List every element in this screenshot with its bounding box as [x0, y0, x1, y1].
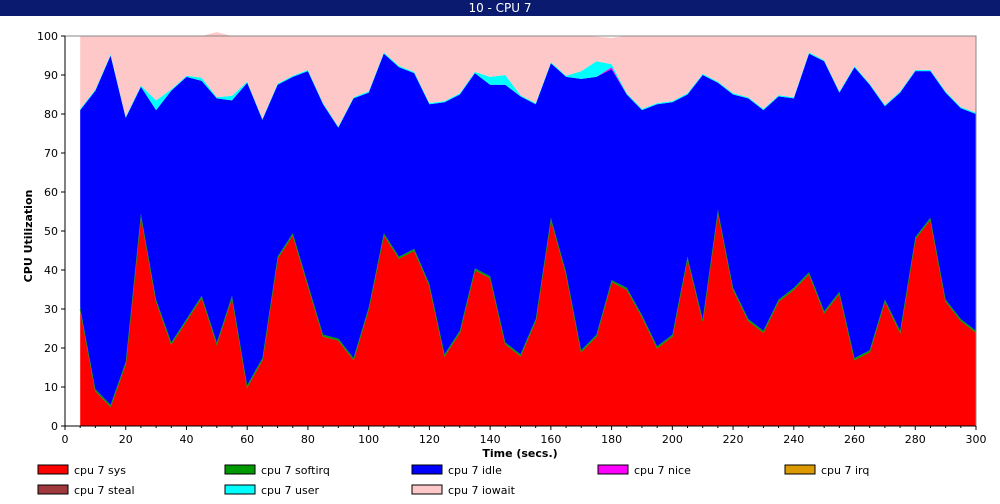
y-tick-label: 80 [44, 108, 58, 121]
legend-swatch-cpu-7-softirq [224, 464, 256, 475]
y-tick-label: 70 [44, 147, 58, 160]
x-tick-label: 80 [301, 433, 315, 446]
x-tick-label: 60 [240, 433, 254, 446]
legend-label-cpu-7-nice: cpu 7 nice [634, 464, 691, 477]
x-tick-label: 300 [966, 433, 987, 446]
area-cpu-7-idle [80, 53, 976, 405]
window-title-bar: 10 - CPU 7 [0, 0, 1000, 16]
x-tick-label: 180 [601, 433, 622, 446]
y-tick-label: 0 [51, 420, 58, 433]
y-tick-label: 100 [37, 30, 58, 43]
window-title: 10 - CPU 7 [468, 1, 532, 15]
cpu-utilization-chart: 0 10 20 30 40 50 60 70 80 90 100 0 20 40 60 80 100 120 140… [0, 16, 1000, 504]
legend-swatch-cpu-7-idle [411, 464, 443, 475]
x-tick-label: 160 [540, 433, 561, 446]
legend-swatch-cpu-7-irq [784, 464, 816, 475]
area-series-group [79, 32, 977, 426]
legend-label-cpu-7-iowait: cpu 7 iowait [448, 484, 516, 497]
x-tick-label: 220 [723, 433, 744, 446]
y-axis-title: CPU Utilization [22, 190, 35, 283]
legend-label-cpu-7-steal: cpu 7 steal [74, 484, 135, 497]
legend-swatch-cpu-7-user [224, 484, 256, 495]
y-tick-label: 50 [44, 225, 58, 238]
y-tick-label: 10 [44, 381, 58, 394]
x-tick-label: 40 [179, 433, 193, 446]
x-tick-label: 140 [480, 433, 501, 446]
legend-label-cpu-7-idle: cpu 7 idle [448, 464, 502, 477]
x-tick-label: 20 [119, 433, 133, 446]
legend: cpu 7 sys cpu 7 softirq cpu 7 idle cpu 7 ni… [37, 464, 869, 497]
x-tick-label: 280 [905, 433, 926, 446]
legend-label-cpu-7-softirq: cpu 7 softirq [261, 464, 330, 477]
y-tick-label: 40 [44, 264, 58, 277]
x-axis-title: Time (secs.) [482, 447, 557, 460]
area-cpu-7-iowait [80, 32, 976, 127]
y-tick-label: 20 [44, 342, 58, 355]
legend-swatch-cpu-7-sys [37, 464, 69, 475]
legend-swatch-cpu-7-iowait [411, 484, 443, 495]
axes-group: 0 10 20 30 40 50 60 70 80 90 100 0 20 40 60 80 100 120 140… [37, 30, 987, 446]
x-tick-label: 260 [844, 433, 865, 446]
y-tick-label: 90 [44, 69, 58, 82]
legend-label-cpu-7-irq: cpu 7 irq [821, 464, 869, 477]
legend-swatch-cpu-7-nice [597, 464, 629, 475]
x-tick-label: 100 [358, 433, 379, 446]
y-tick-label: 30 [44, 303, 58, 316]
x-tick-label: 120 [419, 433, 440, 446]
legend-label-cpu-7-sys: cpu 7 sys [74, 464, 126, 477]
x-tick-label: 0 [62, 433, 69, 446]
legend-swatch-cpu-7-steal [37, 484, 69, 495]
x-tick-label: 240 [783, 433, 804, 446]
x-tick-label: 200 [662, 433, 683, 446]
area-cpu-7-sys [80, 211, 976, 426]
y-tick-label: 60 [44, 186, 58, 199]
legend-label-cpu-7-user: cpu 7 user [261, 484, 319, 497]
